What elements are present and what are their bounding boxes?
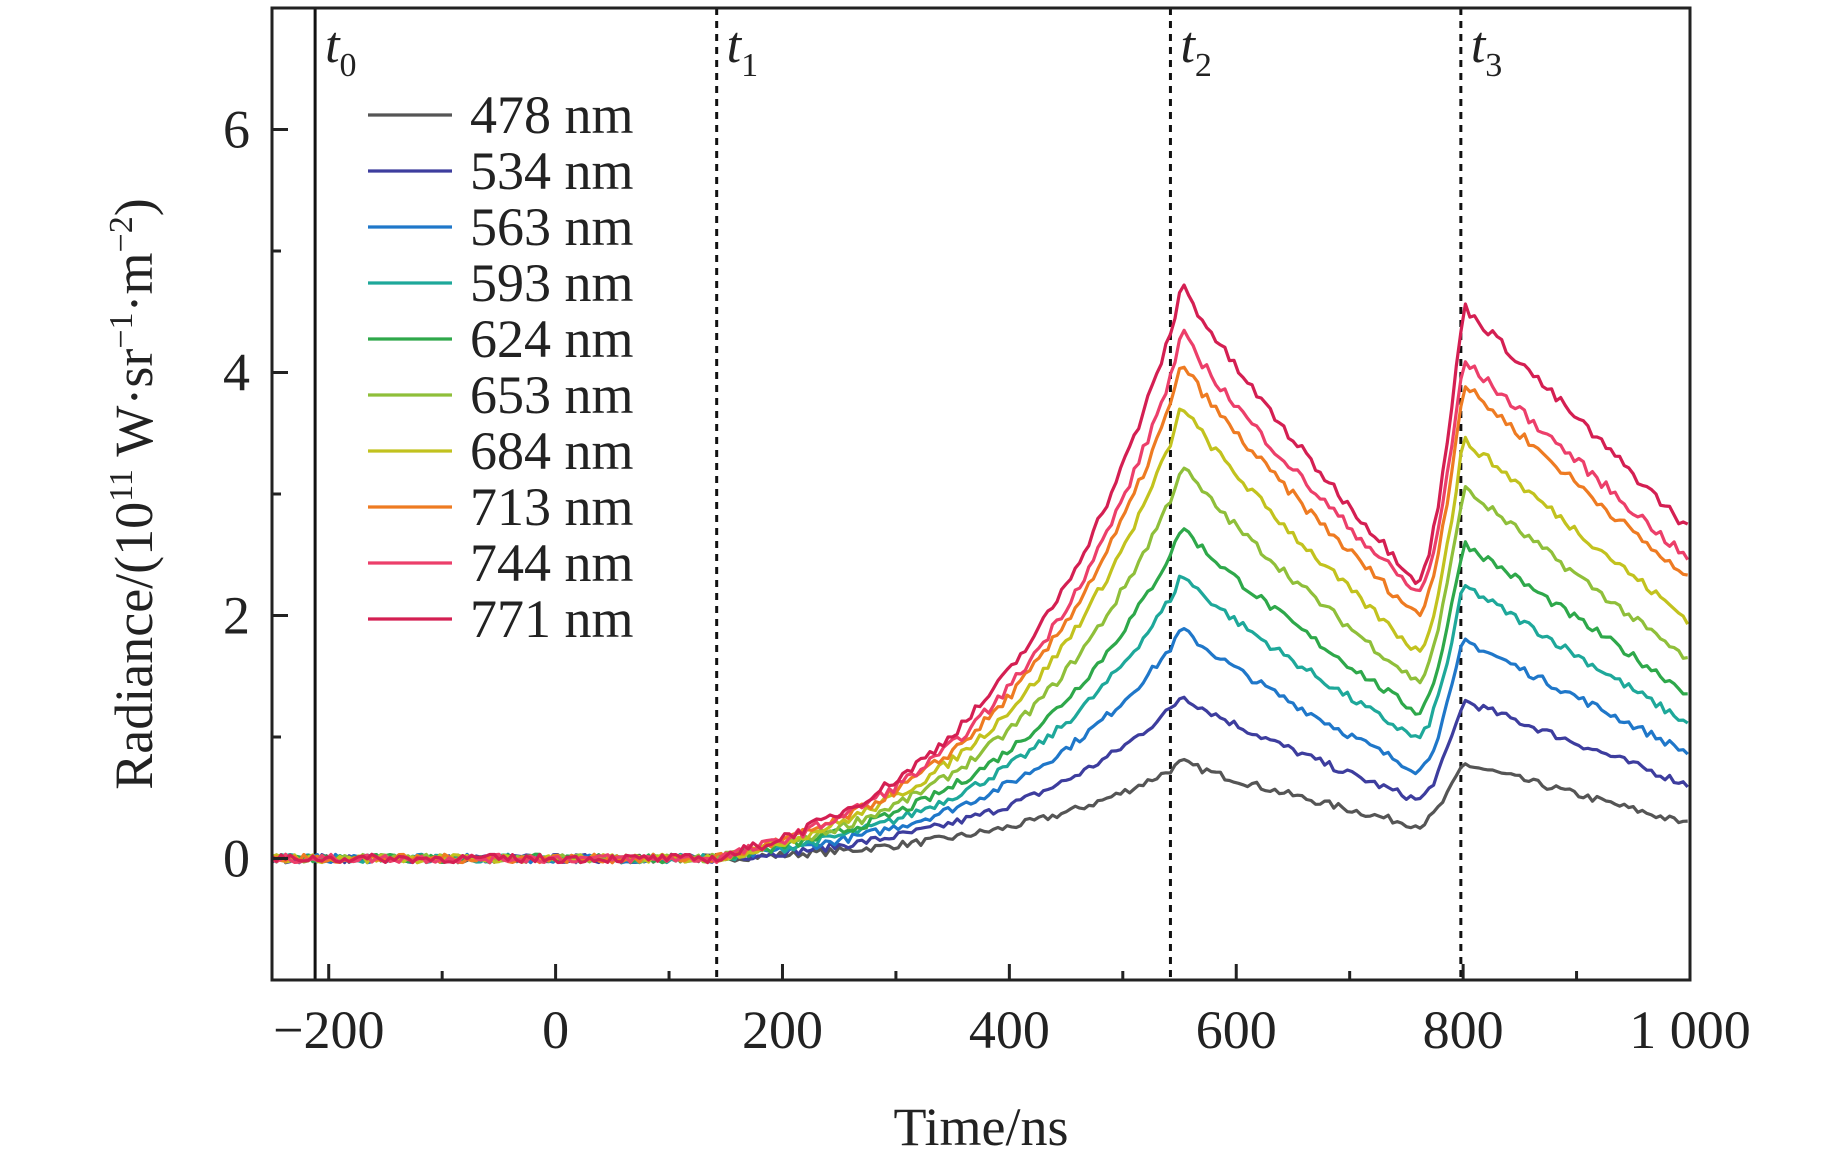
series-line-771nm — [270, 283, 1689, 865]
legend-label: 744 nm — [470, 533, 634, 593]
series-line-563nm — [271, 626, 1689, 865]
y-tick-label: 6 — [223, 100, 250, 160]
legend-label: 593 nm — [470, 253, 634, 313]
y-tick-label: 2 — [223, 586, 250, 646]
x-tick-label: 400 — [969, 1000, 1050, 1060]
time-markers: t0 t1 t2 t3 — [313, 8, 1502, 980]
legend-label: 563 nm — [470, 197, 634, 257]
series-lines — [270, 283, 1690, 865]
marker-label-t2: t2 — [1180, 17, 1211, 84]
legend-label: 713 nm — [470, 477, 634, 537]
series-line-478nm — [270, 757, 1688, 864]
y-axis-label: Radiance/(1011 W·sr−1·m−2) — [103, 198, 164, 789]
marker-label-t3: t3 — [1471, 17, 1502, 84]
marker-label-t0: t0 — [325, 17, 356, 84]
legend-label: 653 nm — [470, 365, 634, 425]
series-line-534nm — [271, 695, 1689, 865]
axis-ticks: −200 0 200 400 600 800 1 000 0 2 4 6 — [223, 100, 1751, 1061]
legend-label: 684 nm — [470, 421, 634, 481]
marker-label-t1: t1 — [727, 17, 758, 84]
x-tick-label: 1 000 — [1629, 1000, 1751, 1060]
legend-label: 534 nm — [470, 141, 634, 201]
legend-label: 478 nm — [470, 85, 634, 145]
x-tick-label: −200 — [273, 1000, 384, 1060]
y-tick-label: 4 — [223, 343, 250, 403]
legend-label: 624 nm — [470, 309, 634, 369]
series-line-684nm — [271, 407, 1690, 865]
x-tick-label: 800 — [1423, 1000, 1504, 1060]
y-tick-label: 0 — [223, 829, 250, 889]
x-tick-label: 200 — [742, 1000, 823, 1060]
x-tick-label: 600 — [1196, 1000, 1277, 1060]
legend-label: 771 nm — [470, 589, 634, 649]
x-tick-label: 0 — [542, 1000, 569, 1060]
x-axis-label: Time/ns — [893, 1097, 1068, 1157]
